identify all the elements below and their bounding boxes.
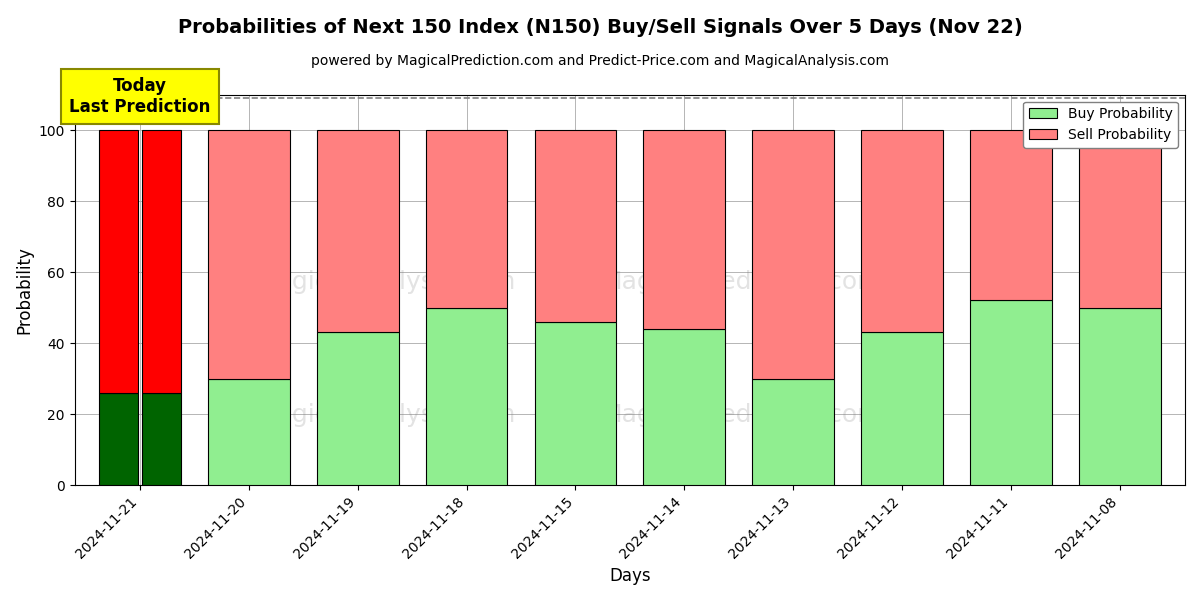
Bar [862, 130, 943, 332]
Text: Today
Last Prediction: Today Last Prediction [70, 77, 211, 116]
Bar [143, 130, 181, 393]
Y-axis label: Probability: Probability [16, 246, 34, 334]
Bar [98, 130, 138, 393]
Bar [752, 130, 834, 379]
Bar [317, 130, 398, 332]
X-axis label: Days: Days [610, 567, 650, 585]
Text: MagicalAnalysis.com: MagicalAnalysis.com [256, 403, 516, 427]
Bar [643, 329, 725, 485]
Bar [426, 308, 508, 485]
Text: MagicalPrediction.com: MagicalPrediction.com [600, 270, 882, 294]
Text: MagicalPrediction.com: MagicalPrediction.com [600, 403, 882, 427]
Bar [208, 379, 289, 485]
Bar [534, 130, 617, 322]
Bar [143, 393, 181, 485]
Bar [1079, 130, 1160, 308]
Bar [534, 322, 617, 485]
Bar [752, 379, 834, 485]
Text: Probabilities of Next 150 Index (N150) Buy/Sell Signals Over 5 Days (Nov 22): Probabilities of Next 150 Index (N150) B… [178, 18, 1022, 37]
Legend: Buy Probability, Sell Probability: Buy Probability, Sell Probability [1024, 101, 1178, 148]
Bar [970, 130, 1051, 301]
Text: MagicalAnalysis.com: MagicalAnalysis.com [256, 270, 516, 294]
Bar [1079, 308, 1160, 485]
Bar [970, 301, 1051, 485]
Bar [208, 130, 289, 379]
Text: powered by MagicalPrediction.com and Predict-Price.com and MagicalAnalysis.com: powered by MagicalPrediction.com and Pre… [311, 54, 889, 68]
Bar [862, 332, 943, 485]
Bar [98, 393, 138, 485]
Bar [426, 130, 508, 308]
Bar [643, 130, 725, 329]
Bar [317, 332, 398, 485]
